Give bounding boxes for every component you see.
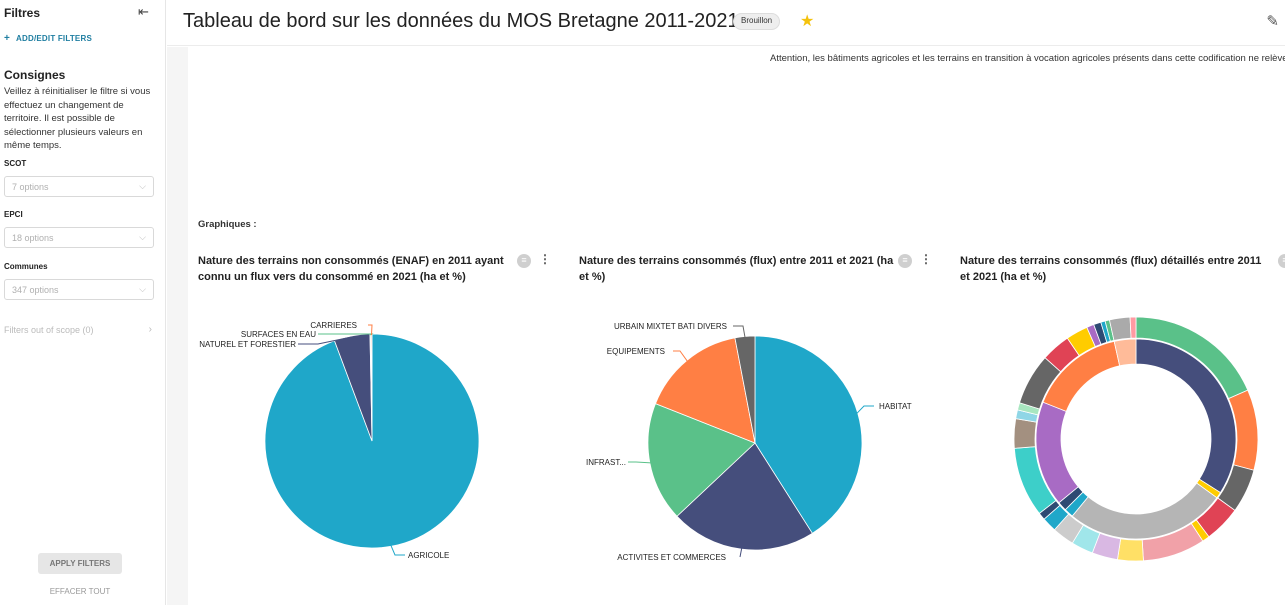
filter-label-scot: SCOT bbox=[4, 159, 27, 168]
plus-icon: + bbox=[4, 33, 11, 44]
pie2-label-0: HABITAT bbox=[879, 402, 912, 411]
filters-out-of-scope[interactable]: Filters out of scope (0) › bbox=[4, 324, 154, 335]
pie1-label-3: CARRIERES bbox=[310, 321, 357, 330]
pie2-leader-4 bbox=[733, 325, 746, 338]
chevron-down-icon: ⌵ bbox=[139, 232, 146, 242]
add-edit-filters-label: ADD/EDIT FILTERS bbox=[16, 34, 92, 43]
pie1-leader-3 bbox=[368, 324, 373, 336]
chevron-down-icon: ⌵ bbox=[139, 284, 146, 294]
chart-title-2: Nature des terrains consommés (flux) ent… bbox=[579, 255, 894, 283]
pie2-label-2: INFRAST... bbox=[586, 458, 626, 467]
pie1-label-2: SURFACES EN EAU bbox=[241, 330, 316, 339]
sidebar-title: Filtres bbox=[4, 6, 41, 20]
chart-title-1: Nature des terrains non consommés (ENAF)… bbox=[198, 255, 504, 283]
donut-outer-slice-6 bbox=[1117, 538, 1144, 562]
pie1-label-0: AGRICOLE bbox=[408, 551, 449, 560]
filter-select-communes[interactable]: 347 options ⌵ bbox=[4, 279, 154, 300]
dashboard-header: Tableau de bord sur les données du MOS B… bbox=[167, 0, 1285, 46]
pie2-label-3: EQUIPEMENTS bbox=[607, 347, 665, 356]
status-badge: Brouillon bbox=[733, 13, 781, 30]
filter-placeholder: 347 options bbox=[12, 285, 59, 295]
filter-icon[interactable]: ≡ bbox=[517, 254, 531, 268]
pie1-label-1: NATUREL ET FORESTIER bbox=[199, 340, 296, 349]
filter-label-communes: Communes bbox=[4, 262, 48, 271]
filter-placeholder: 7 options bbox=[12, 182, 49, 192]
dashboard-panel: Attention, les bâtiments agricoles et le… bbox=[188, 47, 1285, 605]
chevron-down-icon: ⌵ bbox=[139, 181, 146, 191]
page-title: Tableau de bord sur les données du MOS B… bbox=[183, 10, 739, 32]
dashboard-content: Attention, les bâtiments agricoles et le… bbox=[167, 47, 1285, 605]
pie1-leader-1 bbox=[298, 336, 353, 345]
pie1-leader-0 bbox=[390, 545, 405, 556]
favorite-star-icon[interactable]: ★ bbox=[800, 13, 815, 30]
donut-inner-slice-7 bbox=[1113, 338, 1137, 367]
filter-placeholder: 18 options bbox=[12, 233, 54, 243]
more-options-icon[interactable]: ⋮ bbox=[539, 252, 551, 266]
pie2-label-1: ACTIVITES ET COMMERCES bbox=[617, 553, 726, 562]
donut-outer-slice-24 bbox=[1129, 316, 1137, 339]
chart-title-3: Nature des terrains consommés (flux) dét… bbox=[960, 255, 1262, 283]
attention-note: Attention, les bâtiments agricoles et le… bbox=[770, 53, 1285, 64]
consignes-title: Consignes bbox=[4, 68, 66, 82]
collapse-sidebar-icon[interactable]: ⇤ bbox=[138, 4, 149, 19]
chevron-right-icon: › bbox=[148, 324, 152, 335]
pie2-leader-1 bbox=[739, 548, 743, 558]
filter-icon[interactable]: ≡ bbox=[898, 254, 912, 268]
pie2-leader-2 bbox=[628, 461, 651, 464]
clear-all-button[interactable]: EFFACER TOUT bbox=[49, 587, 111, 596]
filter-select-epci[interactable]: 18 options ⌵ bbox=[4, 227, 154, 248]
pie2-label-4: URBAIN MIXTET BATI DIVERS bbox=[614, 322, 727, 331]
more-options-icon[interactable]: ⋮ bbox=[920, 252, 932, 266]
edit-pencil-icon[interactable]: ✎ bbox=[1266, 13, 1279, 30]
filters-out-of-scope-label: Filters out of scope (0) bbox=[4, 325, 94, 335]
filter-label-epci: EPCI bbox=[4, 210, 23, 219]
apply-filters-button[interactable]: APPLY FILTERS bbox=[38, 553, 122, 574]
filter-select-scot[interactable]: 7 options ⌵ bbox=[4, 176, 154, 197]
pie2-leader-3 bbox=[673, 350, 688, 362]
filter-icon[interactable]: ≡ bbox=[1278, 254, 1285, 268]
graphs-heading: Graphiques : bbox=[198, 219, 257, 230]
pie2-leader-0 bbox=[856, 405, 874, 414]
consignes-text: Veillez à réinitialiser le filtre si vou… bbox=[4, 86, 151, 151]
donut-outer-slice-13 bbox=[1013, 418, 1037, 449]
add-edit-filters-button[interactable]: + ADD/EDIT FILTERS bbox=[4, 33, 92, 44]
filter-sidebar: Filtres ⇤ + ADD/EDIT FILTERS Consignes Ve… bbox=[0, 0, 166, 605]
